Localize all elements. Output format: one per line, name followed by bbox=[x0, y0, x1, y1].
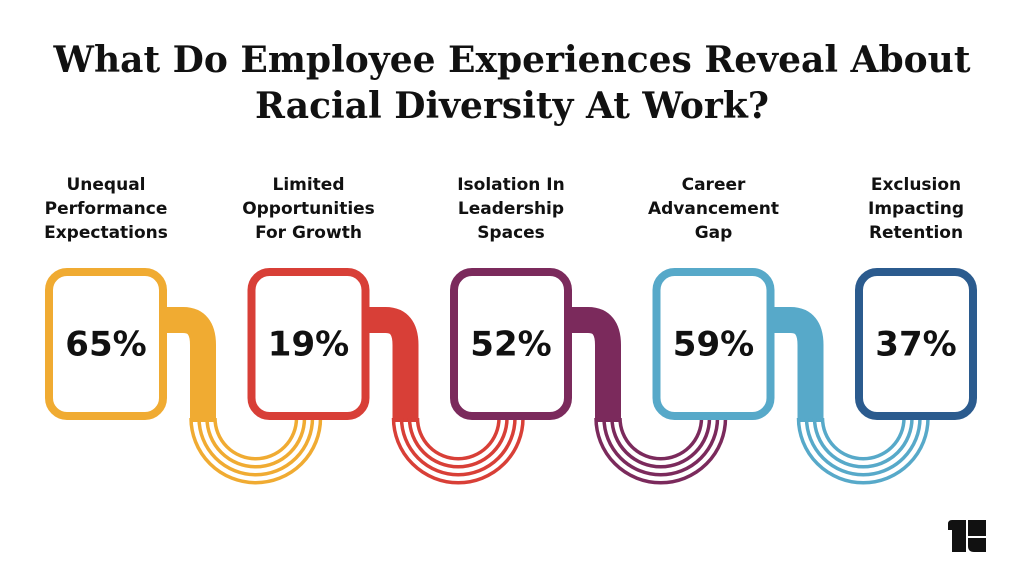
connector-arc bbox=[189, 417, 323, 485]
connector-band bbox=[766, 307, 824, 422]
connector-arc bbox=[610, 417, 712, 469]
item-label: Gap bbox=[695, 223, 733, 243]
value: 65% bbox=[65, 325, 146, 365]
item-label: Exclusion bbox=[871, 175, 961, 195]
item-label: For Growth bbox=[255, 223, 362, 243]
item-label: Retention bbox=[869, 223, 963, 243]
logo bbox=[948, 520, 986, 552]
value-box bbox=[855, 268, 977, 420]
connector-arc bbox=[602, 417, 720, 477]
connector-arc bbox=[391, 417, 525, 485]
connector-band bbox=[361, 307, 419, 422]
title-line: What Do Employee Experiences Reveal Abou… bbox=[53, 39, 971, 81]
value-box bbox=[652, 268, 775, 420]
value: 59% bbox=[673, 325, 754, 365]
value: 19% bbox=[268, 325, 349, 365]
item-label: Performance bbox=[45, 199, 168, 219]
connector-arc bbox=[820, 417, 906, 461]
item-label: Expectations bbox=[44, 223, 168, 243]
connector-band bbox=[564, 307, 621, 422]
value: 37% bbox=[875, 325, 956, 365]
item-label: Spaces bbox=[477, 223, 545, 243]
connector-arc bbox=[804, 417, 922, 477]
connector-arc bbox=[399, 417, 517, 477]
connector-arc bbox=[213, 417, 299, 461]
title-line: Racial Diversity At Work? bbox=[255, 85, 769, 127]
value: 52% bbox=[470, 325, 551, 365]
connector-arc bbox=[205, 417, 307, 469]
item-label: Advancement bbox=[648, 199, 779, 219]
value-box bbox=[247, 268, 370, 420]
item-label: Unequal bbox=[66, 175, 145, 195]
item-label: Impacting bbox=[868, 199, 964, 219]
connector-arc bbox=[197, 417, 315, 477]
value-box bbox=[450, 268, 572, 420]
value-box bbox=[45, 268, 167, 420]
connector-arc bbox=[415, 417, 501, 461]
connector-arc bbox=[407, 417, 509, 469]
item-label: Opportunities bbox=[242, 199, 375, 219]
connector-arc bbox=[796, 417, 930, 485]
item-label: Limited bbox=[272, 175, 344, 195]
item-label: Isolation In bbox=[457, 175, 565, 195]
connector-arc bbox=[594, 417, 728, 485]
connector-arc bbox=[618, 417, 704, 461]
connector-arc bbox=[812, 417, 914, 469]
item-label: Leadership bbox=[458, 199, 564, 219]
item-label: Career bbox=[682, 175, 746, 195]
connector-band bbox=[159, 307, 216, 422]
